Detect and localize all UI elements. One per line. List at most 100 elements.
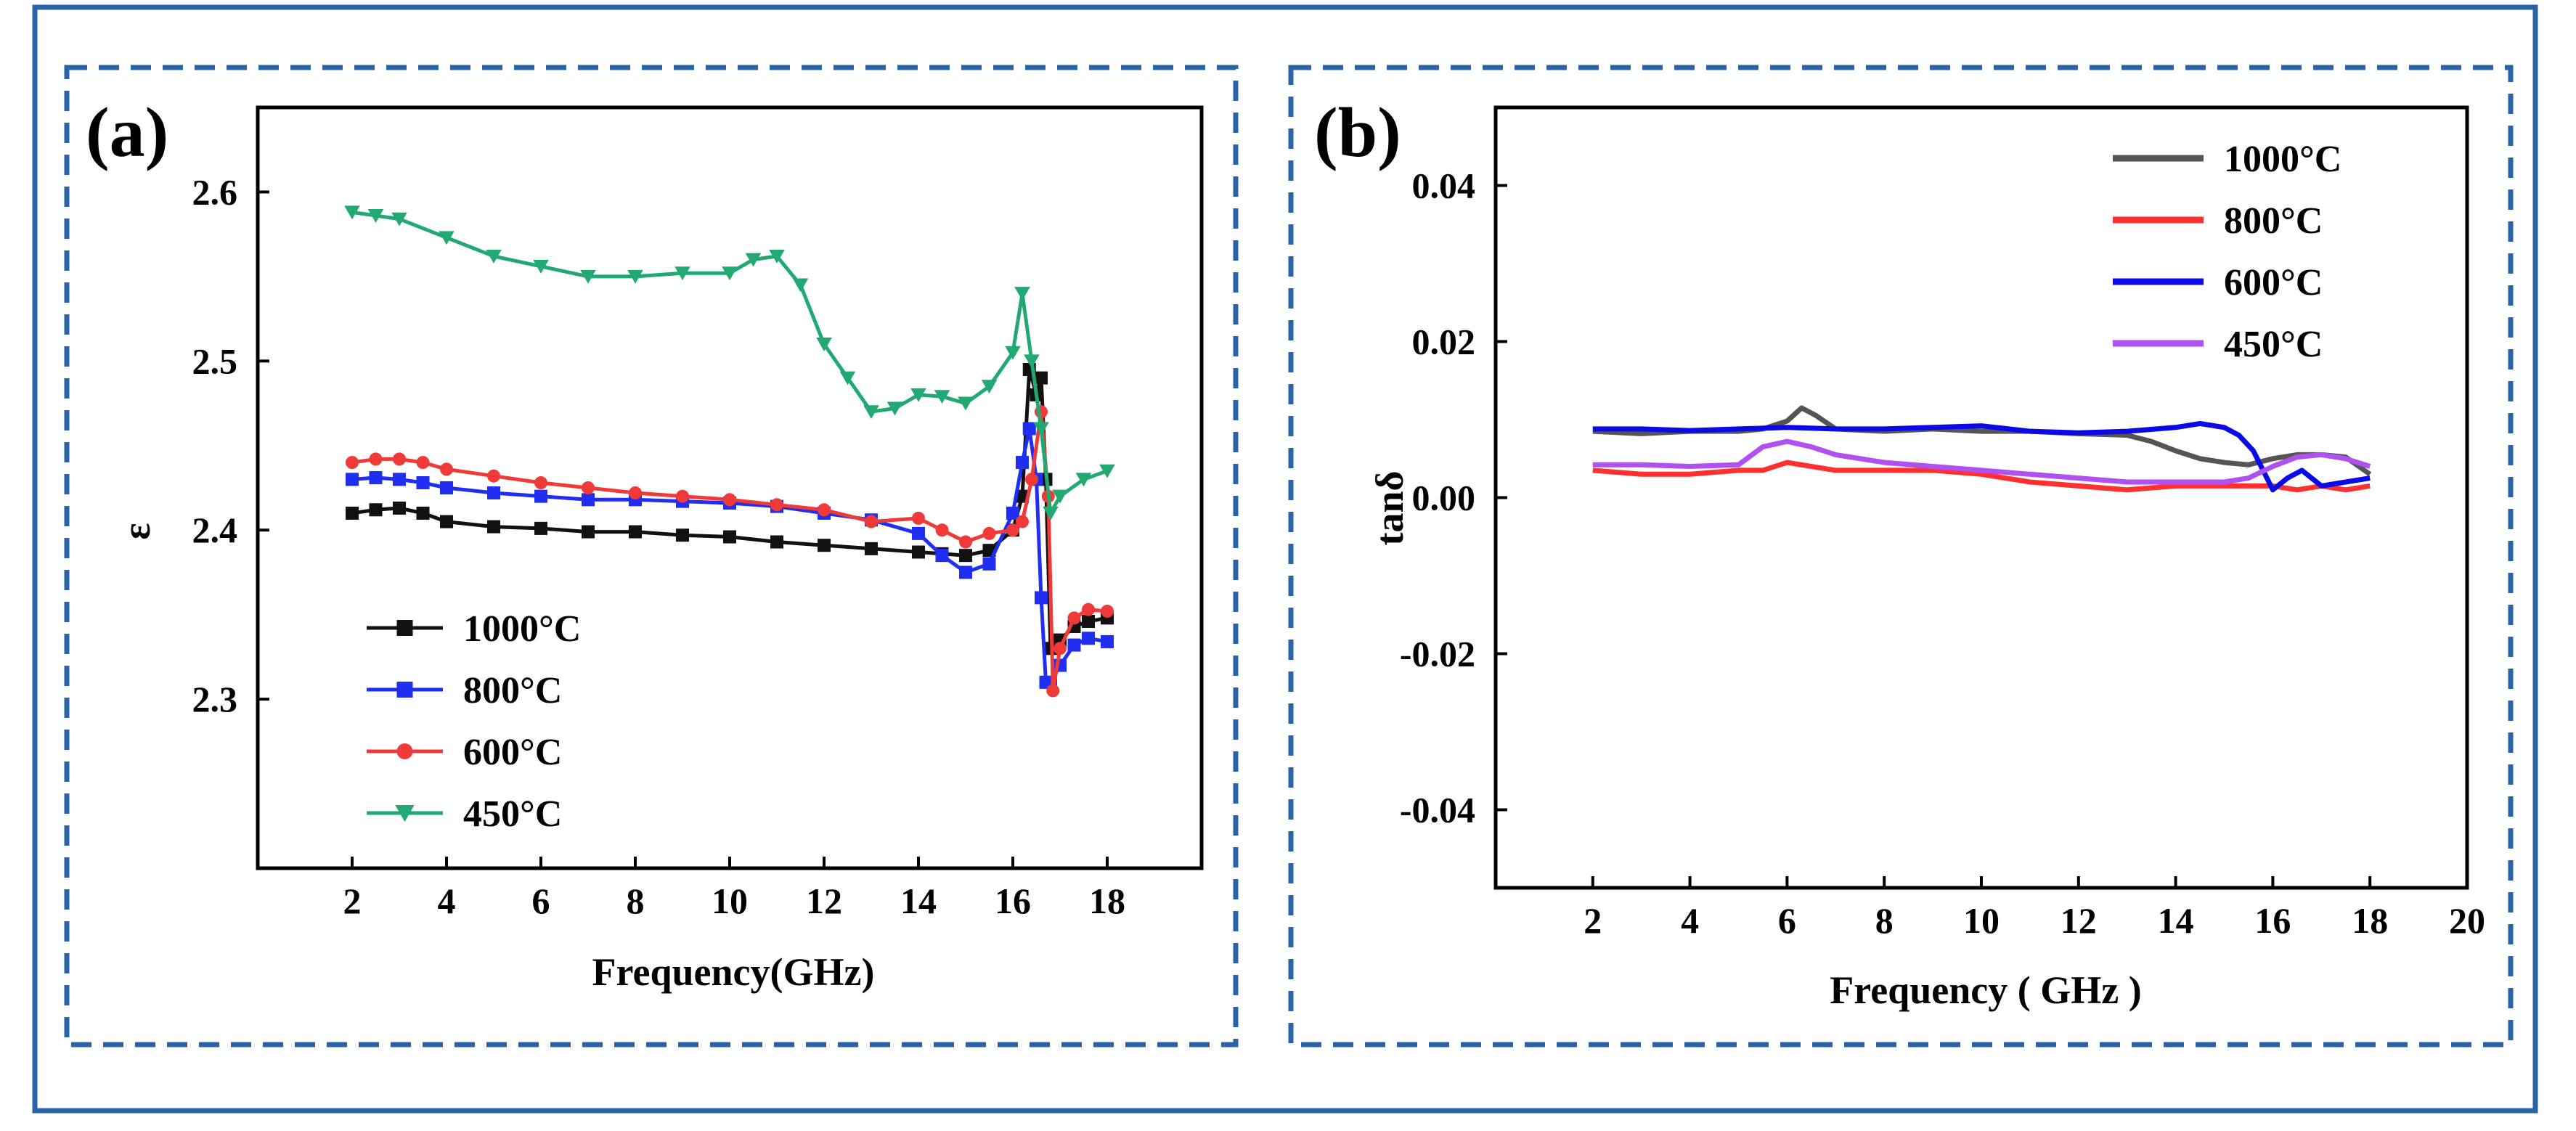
panel-a-data-point [959, 566, 972, 579]
panel-b-legend-label: 600°C [2224, 262, 2323, 303]
panel-a-data-point [1022, 422, 1036, 436]
panel-a-xtick-label: 4 [438, 881, 456, 921]
panel-a-data-point [1082, 632, 1095, 645]
panel-a-data-point [912, 511, 925, 525]
panel-a-data-point [935, 549, 949, 563]
panel-b-xtick-label: 16 [2254, 900, 2291, 941]
panel-a-data-point [863, 405, 879, 420]
panel-a-data-point [582, 525, 595, 539]
panel-b-xtick-label: 4 [1681, 900, 1699, 941]
panel-a-series-3 [344, 205, 1115, 520]
panel-a-ylabel: ε [115, 523, 158, 539]
panel-a-chart: (a) ε Frequency(GHz) 2 4 6 8 10 12 14 16 18 2.3 2.… [86, 94, 1204, 994]
panel-a-data-point [440, 481, 453, 494]
panel-a-data-point [1067, 611, 1081, 625]
panel-a-legend-label: 450°C [463, 793, 562, 835]
panel-a-data-point [1006, 523, 1019, 537]
panel-b-ytick-label: 0.00 [1412, 478, 1476, 518]
panel-a-data-point [416, 476, 430, 490]
panel-a-data-point [839, 371, 856, 385]
panel-a-data-point [416, 506, 430, 520]
panel-b-series-line [1592, 420, 2371, 493]
panel-a-ytick-label: 2.4 [192, 510, 238, 550]
panel-b-xtick-label: 14 [2158, 900, 2194, 941]
panel-a-data-point [582, 493, 595, 507]
panel-a-xtick-label: 18 [1089, 881, 1125, 921]
panel-a-data-point [1052, 489, 1068, 504]
panel-a-data-point [487, 520, 500, 534]
panel-a-data-point [1006, 506, 1019, 520]
panel-a-data-point [344, 205, 360, 220]
panel-b-xtick-label: 10 [1963, 900, 2000, 941]
panel-b-ytick-label: 0.04 [1412, 166, 1476, 206]
panel-a-series-line [351, 409, 1108, 693]
outer-frame [32, 4, 2538, 1114]
panel-a-data-point [865, 515, 878, 528]
panel-b-legend-label: 800°C [2224, 200, 2323, 242]
panel-b-ylabel: tanδ [1368, 470, 1411, 545]
panel-a-data-point [722, 266, 738, 281]
panel-b-series-2 [1592, 420, 2371, 493]
panel-a-xtick-label: 6 [532, 881, 550, 921]
panel-a-data-point [1035, 371, 1048, 385]
panel-a-data-point [770, 498, 783, 512]
panel-a-xtick-label: 12 [806, 881, 842, 921]
panel-a-data-point [487, 469, 500, 483]
panel-a-data-point [1101, 634, 1114, 648]
panel-b-legend-label: 1000°C [2224, 139, 2341, 180]
panel-a-ytick-label: 2.5 [192, 340, 238, 381]
panel-a-xlabel: Frequency(GHz) [592, 950, 875, 994]
panel-b-xtick-label: 8 [1875, 900, 1894, 941]
panel-a-data-point [723, 493, 736, 507]
panel-a-data-point [346, 506, 359, 520]
panel-a-data-point [439, 231, 455, 245]
panel-a-data-point [582, 481, 595, 494]
panel-a-series-1 [346, 422, 1114, 689]
panel-a-data-point [1014, 287, 1030, 301]
panel-a-data-point [1075, 473, 1092, 487]
panel-b-series-line [1592, 438, 2371, 485]
panel-a-data-point [416, 456, 430, 470]
panel-a-series-2 [346, 405, 1114, 698]
panel-a-data-point [1025, 473, 1038, 486]
panel-b-ytick-label: -0.02 [1400, 634, 1475, 674]
panel-b-xtick-label: 18 [2352, 900, 2388, 941]
panel-a-xtick-label: 16 [995, 881, 1031, 921]
panel-a-data-point [935, 523, 949, 537]
panel-a-data-point [580, 269, 596, 284]
panel-a-data-point [886, 401, 903, 416]
panel-a-data-point [958, 396, 974, 411]
panel-a-data-point [1053, 642, 1067, 656]
panel-a-ytick-label: 2.3 [192, 679, 238, 719]
panel-a-data-point [440, 462, 453, 476]
panel-a-data-point [792, 278, 809, 293]
panel-a-data-point [346, 473, 359, 486]
panel-a-xtick-label: 2 [343, 881, 362, 921]
panel-a-data-point [770, 535, 783, 549]
panel-a-data-point [369, 452, 383, 466]
panel-a-data-point [674, 266, 690, 281]
panel-a-xtick-label: 10 [712, 881, 748, 921]
panel-a-data-point [1046, 684, 1060, 698]
panel-a-data-point [865, 542, 878, 555]
panel-a-data-point [676, 489, 689, 503]
panel-a-data-point [1082, 614, 1095, 628]
panel-a-data-point [934, 390, 950, 404]
panel-a-data-point [818, 503, 831, 517]
panel-a-data-point [391, 212, 407, 226]
panel-a-data-point [369, 471, 383, 485]
panel-b-series-3 [1592, 438, 2371, 485]
panel-a-data-point [487, 486, 500, 499]
panel-b-series-line [1592, 460, 2371, 493]
panel-a-frame [64, 65, 1239, 1048]
panel-a-legend-marker [396, 743, 413, 759]
panel-a-data-point [1005, 346, 1021, 360]
panel-a-series-line [351, 210, 1108, 515]
panel-a-data-point [369, 503, 383, 517]
panel-a-data-point [816, 338, 832, 351]
panel-b-frame [1288, 65, 2514, 1048]
panel-a-legend-marker [395, 805, 415, 822]
panel-a-data-point [1016, 515, 1029, 528]
panel-a-data-point [1024, 354, 1040, 369]
